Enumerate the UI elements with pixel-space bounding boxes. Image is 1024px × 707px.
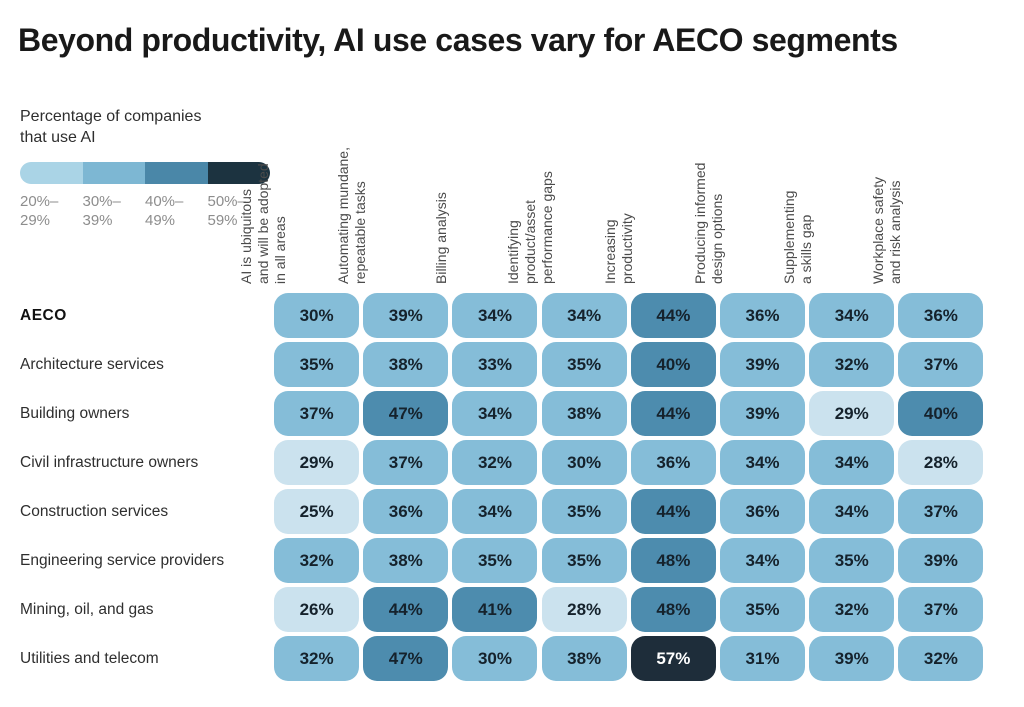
heatmap-cell: 28% — [541, 587, 627, 632]
heatmap-cell: 44% — [630, 489, 716, 534]
row-label: Architecture services — [20, 355, 164, 373]
heatmap-cell: 57% — [630, 636, 716, 681]
row-label: Utilities and telecom — [20, 649, 159, 667]
column-header-label: Producing informed design options — [691, 162, 725, 284]
heatmap-cell: 32% — [809, 587, 895, 632]
heatmap-cell: 34% — [452, 489, 538, 534]
heatmap-cell: 35% — [541, 489, 627, 534]
heatmap-cell: 34% — [452, 391, 538, 436]
legend-range-label: 30%– 39% — [82, 193, 121, 229]
heatmap-cell: 25% — [274, 489, 360, 534]
heatmap-cell: 32% — [898, 636, 984, 681]
legend-range-label: 50%– 59% — [207, 193, 246, 229]
heatmap-cell: 47% — [363, 391, 449, 436]
heatmap-cell: 37% — [363, 440, 449, 485]
heatmap-cell: 37% — [898, 342, 984, 387]
legend: Percentage of companies that use AI 20%–… — [20, 106, 272, 230]
heatmap-cell: 32% — [274, 538, 360, 583]
column-header-label: Identifying product/asset performance ga… — [504, 171, 555, 284]
row-label: Mining, oil, and gas — [20, 600, 154, 618]
heatmap-cell: 36% — [898, 293, 984, 338]
heatmap-cell: 38% — [541, 636, 627, 681]
heatmap-cell: 35% — [541, 342, 627, 387]
heatmap-cell: 32% — [809, 342, 895, 387]
column-header-label: Increasing productivity — [602, 213, 636, 284]
heatmap-cell: 36% — [363, 489, 449, 534]
heatmap-cell: 34% — [720, 538, 806, 583]
heatmap-cell: 39% — [720, 391, 806, 436]
heatmap-cell: 38% — [363, 538, 449, 583]
legend-swatch — [20, 162, 83, 184]
heatmap-cell: 39% — [898, 538, 984, 583]
heatmap-cell: 32% — [274, 636, 360, 681]
heatmap-cell: 29% — [809, 391, 895, 436]
column-header-label: AI is ubiquitous and will be adopted in … — [237, 163, 288, 284]
heatmap-cell: 44% — [630, 293, 716, 338]
row-label: Civil infrastructure owners — [20, 453, 199, 471]
column-header-label: Billing analysis — [432, 192, 449, 284]
legend-swatch — [145, 162, 208, 184]
heatmap-cell: 37% — [898, 489, 984, 534]
legend-range-label: 20%– 29% — [20, 193, 59, 229]
heatmap-cell: 36% — [720, 489, 806, 534]
legend-title: Percentage of companies that use AI — [20, 108, 202, 146]
row-label: Building owners — [20, 404, 130, 422]
heatmap-cell: 39% — [363, 293, 449, 338]
heatmap-cell: 35% — [809, 538, 895, 583]
heatmap-cell: 30% — [541, 440, 627, 485]
legend-swatch — [207, 162, 270, 184]
heatmap-cell: 41% — [452, 587, 538, 632]
row-label: AECO — [20, 306, 67, 324]
heatmap-cell: 40% — [630, 342, 716, 387]
heatmap-cell: 28% — [898, 440, 984, 485]
legend-swatch — [82, 162, 145, 184]
row-label: Construction services — [20, 502, 169, 520]
heatmap-cell: 40% — [898, 391, 984, 436]
column-header: Workplace safety and risk analysis — [870, 96, 985, 284]
heatmap-cell: 35% — [541, 538, 627, 583]
column-header-label: Automating mundane, repeatable tasks — [334, 147, 368, 284]
column-header-label: Workplace safety and risk analysis — [869, 176, 903, 284]
heatmap-cell: 34% — [541, 293, 627, 338]
chart-title: Beyond productivity, AI use cases vary f… — [18, 22, 898, 58]
heatmap-cell: 47% — [363, 636, 449, 681]
heatmap-cell: 36% — [720, 293, 806, 338]
heatmap-cell: 44% — [630, 391, 716, 436]
heatmap-cell: 38% — [363, 342, 449, 387]
heatmap-cell: 30% — [452, 636, 538, 681]
heatmap-cell: 34% — [809, 489, 895, 534]
heatmap-cell: 48% — [630, 587, 716, 632]
heatmap-cell: 34% — [809, 440, 895, 485]
heatmap-cell: 35% — [720, 587, 806, 632]
heatmap-cell: 36% — [630, 440, 716, 485]
legend-range-labels: 20%– 29% 30%– 39% 40%– 49% 50%– 59% — [20, 192, 272, 230]
heatmap-grid: AECO 30% 39% 34% 34% 44% 36% 34% 36% Architecture… — [20, 291, 986, 683]
heatmap-cell: 48% — [630, 538, 716, 583]
heatmap-cell: 39% — [809, 636, 895, 681]
legend-range-label: 40%– 49% — [145, 193, 184, 229]
heatmap-cell: 31% — [720, 636, 806, 681]
heatmap-cell: 33% — [452, 342, 538, 387]
column-headers: AI is ubiquitous and will be adopted in … — [237, 96, 986, 284]
heatmap-cell: 29% — [274, 440, 360, 485]
row-label: Engineering service providers — [20, 551, 225, 569]
heatmap-cell: 34% — [452, 293, 538, 338]
heatmap-cell: 30% — [274, 293, 360, 338]
heatmap-cell: 35% — [452, 538, 538, 583]
heatmap-cell: 37% — [274, 391, 360, 436]
heatmap-cell: 32% — [452, 440, 538, 485]
heatmap-cell: 35% — [274, 342, 360, 387]
heatmap-cell: 39% — [720, 342, 806, 387]
heatmap-cell: 34% — [720, 440, 806, 485]
heatmap-cell: 38% — [541, 391, 627, 436]
heatmap-cell: 44% — [363, 587, 449, 632]
heatmap-cell: 26% — [274, 587, 360, 632]
column-header-label: Supplementing a skills gap — [780, 190, 814, 284]
legend-color-scale — [20, 162, 270, 184]
heatmap-cell: 34% — [809, 293, 895, 338]
heatmap-cell: 37% — [898, 587, 984, 632]
